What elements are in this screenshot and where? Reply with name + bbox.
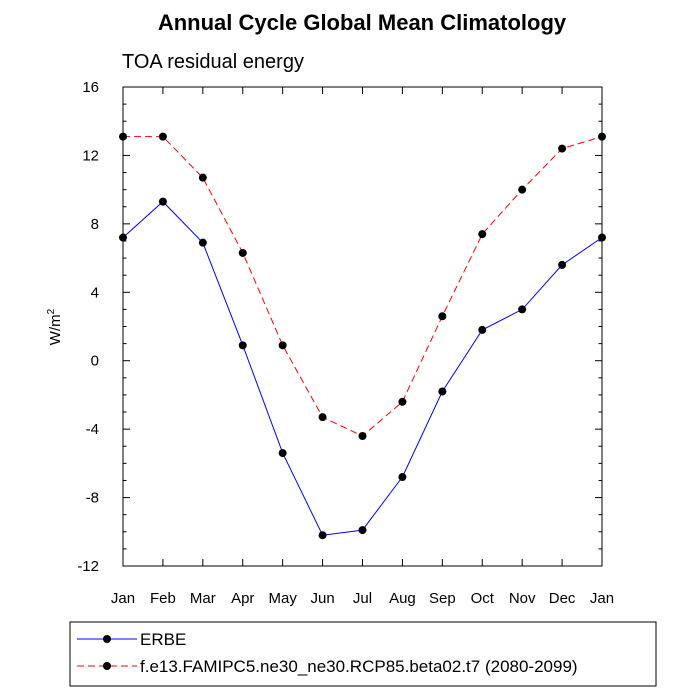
chart-subtitle: TOA residual energy	[122, 51, 304, 73]
series-2-point	[358, 431, 367, 440]
series-1-point	[238, 341, 247, 350]
series-1-point	[558, 260, 567, 269]
x-tick-label: Feb	[150, 590, 176, 607]
series-2-point	[438, 312, 447, 321]
x-tick-label: Jun	[310, 590, 334, 607]
x-tick-label: Sep	[429, 590, 456, 607]
series-1-point	[518, 305, 527, 314]
series-2-point	[158, 132, 167, 141]
y-tick-label: 16	[82, 79, 99, 96]
y-tick-label: -8	[86, 490, 99, 507]
series-1-point	[198, 238, 207, 247]
y-axis-label: W/m2	[46, 308, 64, 345]
legend: ERBE f.e13.FAMIPC5.ne30_ne30.RCP85.beta02…	[77, 630, 578, 676]
y-tick-label: 8	[91, 216, 99, 233]
series-1-point	[438, 387, 447, 396]
tick-layer: Jan Feb Mar Apr May Jun Jul Aug Sep Oct Nov Dec Jan-…	[77, 79, 614, 607]
series-line-1	[122, 200, 603, 536]
x-tick-label: Apr	[231, 590, 254, 607]
series-1-point	[358, 526, 367, 535]
x-tick-label: Jan	[111, 590, 135, 607]
series-2-point	[238, 248, 247, 257]
x-tick-label: Mar	[190, 590, 216, 607]
series-1-point	[119, 233, 127, 242]
series-1-point	[598, 233, 606, 242]
series-line-2	[123, 136, 603, 437]
x-tick-label: Jan	[590, 590, 614, 607]
x-tick-label: Nov	[509, 590, 536, 607]
legend-label-2: f.e13.FAMIPC5.ne30_ne30.RCP85.beta02.t7 …	[140, 657, 578, 676]
series-1-point	[278, 449, 287, 458]
x-tick-label: Dec	[549, 590, 576, 607]
x-tick-label: Oct	[471, 590, 495, 607]
series-2-point	[518, 185, 527, 194]
x-tick-label: Jul	[353, 590, 372, 607]
series-1-point	[398, 473, 407, 482]
y-tick-label: -12	[77, 558, 99, 575]
plot-frame	[122, 86, 603, 567]
y-tick-label: 4	[91, 284, 99, 301]
legend-marker-1	[103, 635, 111, 643]
legend-label-1: ERBE	[140, 630, 186, 649]
series-1-point	[478, 325, 487, 334]
chart-title: Annual Cycle Global Mean Climatology	[158, 10, 567, 35]
legend-marker-2	[103, 662, 111, 670]
series-1-point	[318, 531, 327, 540]
series-2-point	[478, 230, 487, 239]
series-2-point	[198, 173, 207, 182]
y-tick-label: 0	[91, 353, 99, 370]
series-2-point	[398, 397, 407, 406]
series-2-point	[558, 144, 567, 153]
series-2-point	[119, 132, 127, 141]
series-2-point	[598, 132, 606, 141]
series-2-point	[278, 341, 287, 350]
y-tick-label: -4	[86, 421, 99, 438]
y-tick-label: 12	[82, 147, 99, 164]
x-tick-label: Aug	[389, 590, 416, 607]
x-tick-label: May	[268, 590, 297, 607]
series-2-point	[318, 413, 327, 422]
series-layer	[119, 132, 606, 540]
series-1-point	[158, 197, 167, 206]
legend-box	[69, 621, 657, 687]
